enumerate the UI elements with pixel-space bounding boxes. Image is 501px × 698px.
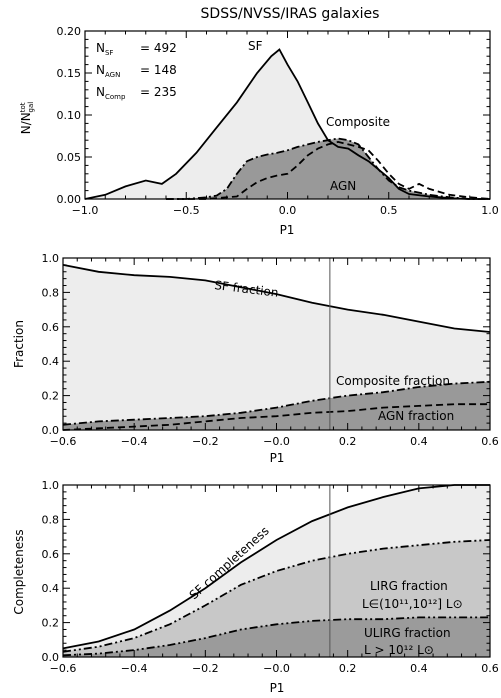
x-tick-label-2-3: −0.0 (263, 662, 290, 675)
completeness-x-label: P1 (270, 681, 285, 695)
annotation-ulirg-range: L > 10¹² L⊙ (364, 643, 434, 657)
histogram-y-label-sub: gal (27, 102, 35, 113)
x-tick-label-1-3: −0.0 (263, 435, 290, 448)
x-tick-label-2-4: 0.2 (339, 662, 357, 675)
series-line-1-0 (62, 264, 491, 333)
series-line-0-0 (84, 48, 490, 200)
histogram-x-label: P1 (280, 223, 295, 237)
fraction-y-label: Fraction (12, 320, 26, 368)
y-tick-label-1-5: 1.0 (42, 252, 60, 265)
fraction-x-label: P1 (270, 451, 285, 465)
completeness-panel: −0.6 −0.4 −0.2 −0.0 0.2 0.4 0.6 0.0 0.2 0.4 0.6 0.8… (12, 479, 499, 695)
annotation-lirg-title: LIRG fraction (370, 579, 448, 593)
count-sf-sub: SF (105, 49, 113, 57)
area-fill-1-1 (63, 381, 490, 430)
count-sf-label: NSF (96, 41, 113, 57)
x-tick-label-1-4: 0.2 (339, 435, 357, 448)
x-tick-label-1-5: 0.4 (410, 435, 428, 448)
annotation-composite-fraction: Composite fraction (336, 374, 450, 388)
x-tick-label-2-6: 0.6 (481, 662, 499, 675)
y-tick-label-1-3: 0.6 (42, 321, 60, 334)
x-tick-label-0-3: 0.5 (380, 204, 398, 217)
x-tick-label-1-1: −0.4 (121, 435, 148, 448)
figure-title: SDSS/NVSS/IRAS galaxies (201, 6, 380, 22)
count-agn-label: NAGN (96, 63, 120, 79)
histogram-panel: −1.0 −0.5 0.0 0.5 1.0 0.00 0.05 0.10 0.15 0.20 P1… (19, 25, 499, 237)
y-tick-label-0-4: 0.20 (57, 25, 82, 38)
y-tick-label-0-3: 0.15 (57, 67, 82, 80)
y-tick-label-1-1: 0.2 (42, 390, 60, 403)
count-agn-sub: AGN (105, 71, 120, 79)
x-tick-label-2-0: −0.6 (50, 662, 77, 675)
y-tick-label-2-5: 1.0 (42, 479, 60, 492)
x-tick-label-1-2: −0.2 (192, 435, 219, 448)
y-tick-label-1-4: 0.8 (42, 286, 60, 299)
annotation-composite: Composite (326, 115, 390, 129)
y-tick-label-2-0: 0.0 (42, 651, 60, 664)
annotation-lirg-range: L∈(10¹¹,10¹²] L⊙ (362, 597, 463, 611)
count-comp-value: = 235 (140, 85, 177, 99)
count-sf-n: N (96, 41, 105, 55)
x-tick-label-1-6: 0.6 (481, 435, 499, 448)
y-tick-label-2-1: 0.2 (42, 617, 60, 630)
count-sf-value: = 492 (140, 41, 177, 55)
x-tick-label-0-4: 1.0 (481, 204, 499, 217)
y-tick-label-2-3: 0.6 (42, 548, 60, 561)
y-tick-label-0-1: 0.05 (57, 151, 82, 164)
histogram-y-label: N/Ntotgal (19, 102, 35, 135)
x-tick-label-0-0: −1.0 (72, 204, 99, 217)
x-tick-label-1-0: −0.6 (50, 435, 77, 448)
area-fill-0-0 (85, 49, 490, 199)
area-fill-1-0 (63, 264, 490, 430)
count-agn-value: = 148 (140, 63, 177, 77)
count-comp-n: N (96, 85, 105, 99)
area-fill-0-1 (166, 138, 490, 199)
histogram-y-label-super: tot (19, 102, 27, 112)
count-comp-label: NComp (96, 85, 126, 101)
annotation-sf: SF (248, 39, 263, 53)
series-line-2-2 (62, 616, 490, 657)
x-tick-label-2-2: −0.2 (192, 662, 219, 675)
series-line-0-2 (166, 140, 491, 200)
histogram-y-label-main: N/N (19, 112, 33, 134)
y-tick-label-1-0: 0.0 (42, 424, 60, 437)
annotation-ulirg-title: ULIRG fraction (364, 626, 451, 640)
x-tick-label-2-1: −0.4 (121, 662, 148, 675)
y-tick-label-2-4: 0.8 (42, 513, 60, 526)
annotation-agn: AGN (330, 179, 356, 193)
annotation-agn-fraction: AGN fraction (378, 409, 454, 423)
x-tick-label-0-1: −0.5 (173, 204, 200, 217)
y-tick-label-0-2: 0.10 (57, 109, 82, 122)
completeness-y-label: Completeness (12, 529, 26, 614)
count-agn-n: N (96, 63, 105, 77)
y-tick-label-1-2: 0.4 (42, 355, 60, 368)
fraction-panel: −0.6 −0.4 −0.2 −0.0 0.2 0.4 0.6 0.0 0.2 0.4 0.6 0.8… (12, 252, 499, 465)
y-tick-label-2-2: 0.4 (42, 582, 60, 595)
count-comp-sub: Comp (105, 93, 126, 101)
x-tick-label-2-5: 0.4 (410, 662, 428, 675)
area-fill-2-2 (63, 617, 490, 657)
x-tick-label-0-2: 0.0 (279, 204, 297, 217)
y-tick-label-0-0: 0.00 (57, 193, 82, 206)
series-line-0-1 (166, 137, 490, 200)
series-line-1-1 (62, 380, 491, 426)
